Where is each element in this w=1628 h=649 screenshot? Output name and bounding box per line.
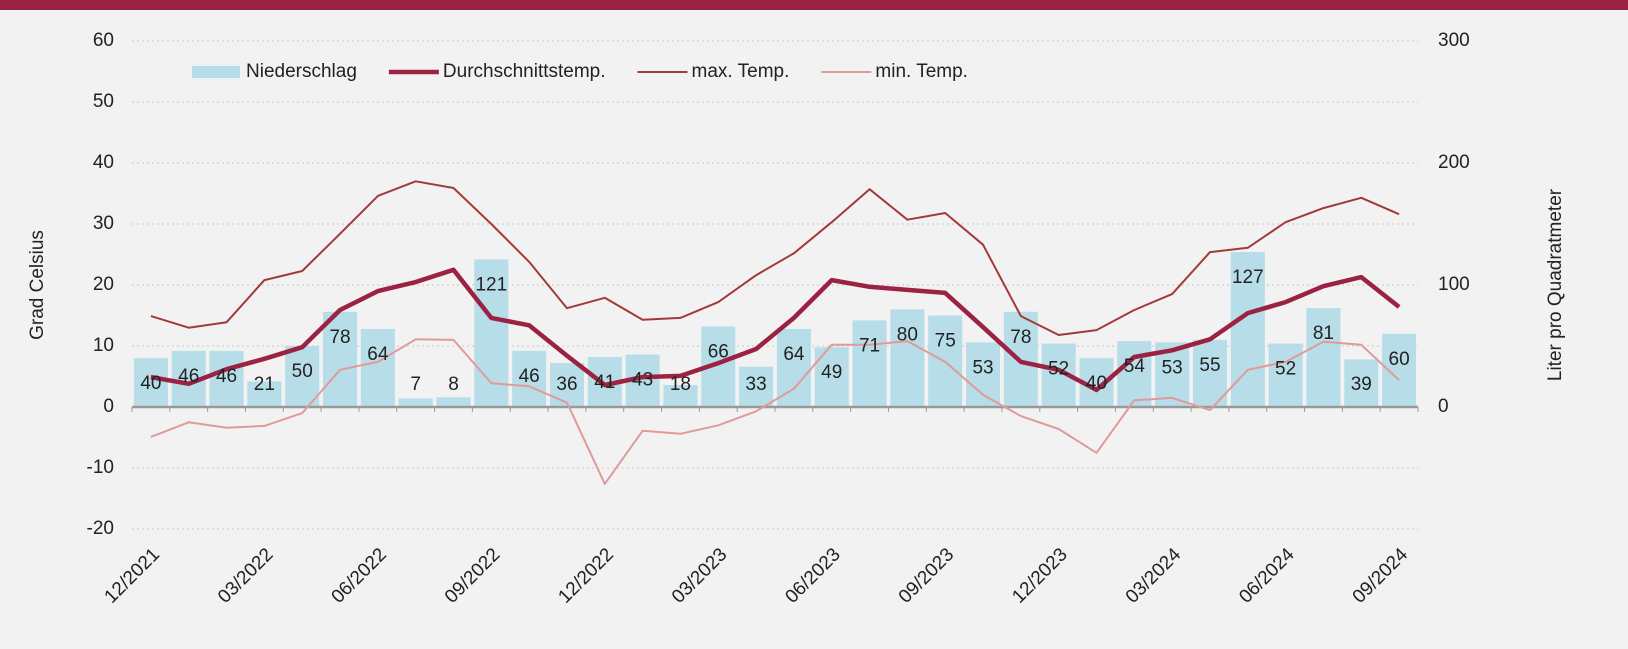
x-tick-label: 09/2024 [1349,544,1413,608]
y-tick-label: 30 [93,213,114,234]
y-tick-label: 40 [93,152,114,173]
y-tick-label: 0 [103,396,114,417]
line [150,338,1400,485]
bar [360,328,395,407]
x-tick-label: 06/2024 [1235,544,1299,608]
top-band [0,0,1628,10]
data-label: 39 [1351,374,1372,395]
y-tick-label: -10 [87,457,114,478]
data-label: 75 [935,331,956,352]
data-label: 41 [594,372,615,393]
data-label: 46 [216,366,237,387]
bar [1344,359,1379,407]
data-label: 127 [1232,267,1264,288]
data-label: 71 [859,335,880,356]
data-label: 80 [897,324,918,345]
data-label: 66 [708,341,729,362]
y-tick-label: 60 [93,30,114,51]
legend: Niederschlag Durchschnittstemp. max. Temp.… [192,61,968,82]
data-label: 21 [254,374,275,395]
y2-tick-label: 300 [1438,30,1470,51]
x-tick-label: 09/2022 [441,544,504,607]
bar [1192,339,1227,407]
data-label: 46 [178,366,199,387]
y-tick-label: 10 [93,335,114,356]
bar [1306,308,1341,407]
y2-tick-label: 200 [1438,152,1470,173]
x-tick-label: 06/2023 [781,544,844,607]
data-label: 43 [632,370,653,391]
data-label: 52 [1048,359,1069,380]
bar [739,366,774,407]
line [150,267,1401,393]
data-label: 7 [410,374,421,395]
bar [966,342,1001,407]
y-tick-label: -20 [87,518,114,539]
line [150,180,1400,336]
y2-tick-label: 0 [1438,396,1449,417]
bar [323,311,358,407]
x-tick-label: 06/2022 [328,544,391,607]
x-tick-label: 03/2022 [214,544,277,607]
data-label: 78 [1010,327,1031,348]
y2-tick-label: 100 [1438,274,1470,295]
data-label: 50 [292,361,313,382]
x-tick-label: 12/2021 [101,544,164,607]
legend-label: max. Temp. [692,61,790,82]
data-label: 78 [329,327,350,348]
bar [663,385,698,407]
legend-label: Niederschlag [246,61,357,82]
data-label: 54 [1124,356,1146,377]
bar [776,328,811,407]
legend-label: min. Temp. [875,61,968,82]
bar [549,363,584,407]
legend-swatch [192,66,240,78]
x-tick-label: 12/2023 [1008,544,1071,607]
data-label: 33 [746,374,767,395]
data-label: 64 [783,344,805,365]
bar [852,320,887,407]
y2-axis-title: Liter pro Quadratmeter [1545,188,1566,381]
bar [436,397,471,407]
data-label: 40 [1086,373,1107,394]
data-label: 53 [1162,357,1183,378]
data-label: 53 [972,357,993,378]
bar [247,381,282,407]
bar [133,358,168,407]
x-tick-label: 03/2023 [668,544,731,607]
bar [398,398,433,407]
x-tick-label: 12/2022 [554,544,617,607]
data-label: 49 [821,362,842,383]
x-tick-label: 09/2023 [895,544,958,607]
data-label: 40 [140,373,161,394]
data-label: 55 [1199,355,1220,376]
data-label: 36 [556,374,577,395]
y-tick-label: 20 [93,274,114,295]
bar [1268,343,1303,407]
bar [890,309,925,407]
y-axis-title: Grad Celsius [27,230,48,340]
data-label: 64 [367,344,389,365]
data-label: 60 [1389,349,1410,370]
data-label: 81 [1313,323,1334,344]
data-label: 8 [448,374,459,395]
data-label: 18 [670,374,691,395]
bar [512,350,547,407]
data-label: 46 [519,366,540,387]
data-label: 52 [1275,359,1296,380]
bar [285,346,320,407]
legend-label: Durchschnittstemp. [443,61,606,82]
data-label: 121 [475,274,507,295]
y-tick-label: 50 [93,91,114,112]
x-tick-label: 03/2024 [1122,544,1186,608]
bar [1117,341,1152,407]
bar [209,350,244,407]
